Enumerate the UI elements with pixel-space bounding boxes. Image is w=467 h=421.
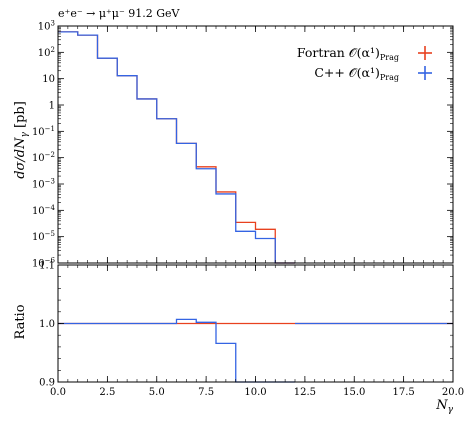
main-y-axis-label-text: dσ/dN [13,137,28,179]
y-tick-label: 10−3 [32,178,55,191]
y-tick-label: 10−6 [32,257,56,270]
x-axis-label-sub: γ [448,405,454,415]
x-tick-label: 7.5 [198,387,214,398]
legend: Fortran 𝒪(α¹)Prag C++ 𝒪(α¹)Prag [297,45,432,82]
y-tick-label: 10−1 [32,125,55,138]
main-y-axis-label: dσ/dNγ [pb] [13,101,30,179]
x-axis-label: Nγ [435,398,453,415]
y-tick-label: 10−5 [32,230,55,243]
x-axis-label-text: N [435,398,448,413]
ratio-y-tick-label: 1.1 [39,261,55,272]
x-tick-label: 12.5 [294,387,316,398]
y-tick-label: 10 [42,74,55,85]
x-tick-label: 10.0 [244,387,266,398]
x-tick-label: 0.0 [50,387,66,398]
y-tick-label: 1 [49,101,55,112]
legend-label: C++ 𝒪(α¹)Prag [314,65,399,82]
main-series-lines [58,31,295,264]
y-tick-label: 10−4 [32,204,56,217]
y-tick-label: 10−2 [32,151,55,164]
x-tick-label: 5.0 [149,387,165,398]
x-tick-label: 17.5 [392,387,414,398]
series-cpp-main-line [58,31,295,264]
ratio-y-tick-label: 0.9 [39,378,55,389]
tick-labels: 0.0 2.5 5.0 7.5 10.0 12.5 15.0 17.5 20.010310210… [32,20,464,399]
svg-text:dσ/dNγ [pb]: dσ/dNγ [pb] [13,101,30,179]
y-tick-label: 102 [38,46,55,59]
legend-label: Fortran 𝒪(α¹)Prag [297,45,399,62]
main-y-axis-label-unit: [pb] [13,101,28,128]
axis-ticks [57,25,454,383]
ratio-series-lines [58,318,453,383]
main-y-axis-label-sub: γ [20,132,30,138]
x-tick-label: 2.5 [99,387,115,398]
x-tick-label: 20.0 [442,387,464,398]
ratio-y-axis-label: Ratio [13,304,28,339]
x-tick-label: 15.0 [343,387,365,398]
series-cpp-ratio-line [58,318,453,383]
plot-title: e⁺e⁻ → μ⁺μ⁻ 91.2 GeV [58,7,181,20]
series-fortran-main-line [58,31,295,264]
ratio-y-tick-label: 1.0 [39,319,55,330]
y-tick-label: 103 [38,20,55,33]
